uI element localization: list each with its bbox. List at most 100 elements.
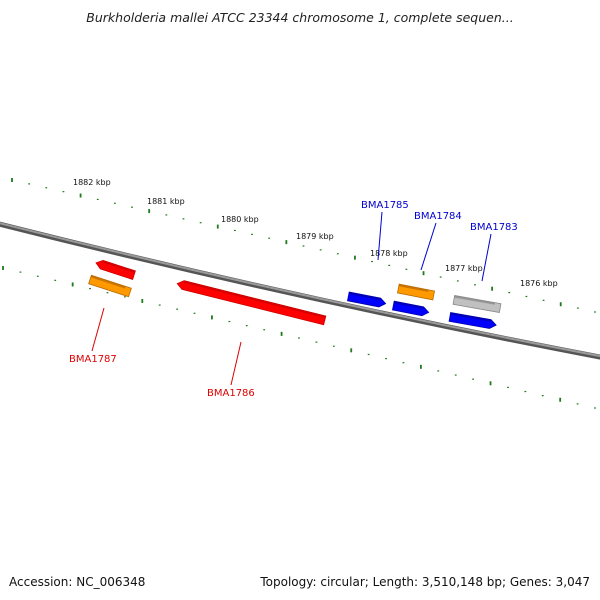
major-tick: [280, 331, 283, 336]
minor-tick: [193, 312, 196, 314]
minor-tick: [405, 268, 408, 270]
minor-tick: [106, 292, 109, 294]
minor-tick: [45, 187, 48, 189]
outer-tick-track: [11, 178, 596, 313]
minor-tick: [437, 370, 440, 372]
gene-label: BMA1783: [470, 222, 518, 233]
minor-tick: [402, 362, 405, 364]
minor-tick: [336, 253, 339, 255]
gene-arrow-shade: [454, 295, 496, 305]
scale-label: 1880 kbp: [221, 215, 259, 224]
gene-feature: [397, 283, 435, 301]
gene-leader-line: [91, 307, 105, 352]
gene-arrow-shade: [398, 284, 429, 293]
minor-tick: [62, 191, 65, 193]
minor-tick: [176, 308, 179, 310]
major-tick: [141, 298, 144, 303]
inner-tick-track: [2, 266, 596, 409]
map-title: Burkholderia mallei ATCC 23344 chromosom…: [86, 10, 514, 25]
major-tick: [350, 348, 353, 353]
minor-tick: [594, 407, 596, 409]
minor-tick: [36, 275, 39, 277]
gene-label: BMA1784: [414, 211, 462, 222]
scale-label: 1876 kbp: [520, 279, 558, 288]
minor-tick: [165, 214, 168, 216]
major-tick: [422, 271, 425, 276]
gene-leader-line: [230, 341, 242, 386]
gene-arrow-shade: [183, 280, 326, 319]
backbone-line: [0, 222, 600, 358]
major-tick: [559, 397, 562, 402]
minor-tick: [113, 202, 116, 204]
minor-tick: [263, 329, 266, 331]
minor-tick: [472, 378, 475, 380]
minor-tick: [332, 345, 335, 347]
minor-tick: [319, 249, 322, 251]
minor-tick: [302, 245, 305, 247]
scale-labels: 1882 kbp 1881 kbp 1880 kbp 1879 kbp 1878 kbp…: [73, 178, 558, 288]
minor-tick: [123, 296, 126, 298]
gene-arrow: [176, 280, 327, 326]
minor-tick: [594, 311, 596, 313]
minor-tick: [89, 287, 91, 290]
major-tick: [148, 209, 151, 214]
gene-arrow-shade: [393, 301, 424, 310]
gene-labels: BMA1787 BMA1786 BMA1785 BMA1784 BMA1783: [69, 200, 518, 399]
minor-tick: [474, 284, 476, 286]
scale-label: 1881 kbp: [147, 197, 185, 206]
accession-text: Accession: NC_006348: [9, 575, 146, 589]
minor-tick: [158, 304, 161, 306]
minor-tick: [268, 237, 271, 239]
minor-tick: [234, 229, 236, 232]
minor-tick: [54, 279, 57, 281]
major-tick: [419, 364, 422, 369]
minor-tick: [542, 299, 545, 301]
gene-feature: [392, 300, 430, 317]
gene-label: BMA1787: [69, 354, 117, 365]
major-tick: [216, 224, 219, 229]
minor-tick: [541, 395, 544, 397]
minor-tick: [298, 337, 300, 339]
minor-tick: [456, 280, 459, 282]
minor-tick: [508, 291, 511, 294]
gene-feature: [452, 295, 502, 313]
major-tick: [491, 286, 494, 291]
gene-feature: [347, 291, 387, 308]
gene-arrow-shade: [102, 260, 136, 273]
minor-tick: [28, 183, 31, 185]
minor-tick: [367, 353, 370, 356]
minor-tick: [576, 403, 579, 405]
major-tick: [2, 266, 4, 270]
minor-tick: [576, 307, 579, 309]
gene-feature: [448, 312, 497, 329]
gene-feature: [95, 259, 136, 280]
gene-arrow: [95, 259, 136, 280]
minor-tick: [439, 276, 442, 278]
major-tick: [11, 178, 13, 182]
minor-tick: [454, 374, 457, 376]
scale-label: 1878 kbp: [370, 249, 408, 258]
chromosome-backbone: [0, 221, 600, 360]
minor-tick: [131, 206, 133, 208]
minor-tick: [19, 271, 22, 273]
minor-tick: [182, 218, 185, 220]
scale-label: 1879 kbp: [296, 232, 334, 241]
minor-tick: [524, 390, 527, 393]
minor-tick: [525, 295, 528, 298]
gene-label: BMA1785: [361, 200, 409, 211]
minor-tick: [507, 386, 509, 389]
minor-tick: [251, 233, 253, 235]
scale-label: 1882 kbp: [73, 178, 111, 187]
gene-leader-line: [420, 222, 437, 271]
gene-leader-line: [377, 211, 383, 261]
minor-tick: [199, 222, 202, 224]
major-tick: [71, 282, 74, 287]
gene-arrow-shade: [348, 291, 381, 301]
gene-features: [88, 259, 502, 329]
gene-arrow-shade: [90, 275, 126, 289]
gene-arrow: [88, 274, 132, 298]
gene-feature: [88, 274, 132, 298]
scale-label: 1877 kbp: [445, 264, 483, 273]
major-tick: [489, 381, 492, 386]
